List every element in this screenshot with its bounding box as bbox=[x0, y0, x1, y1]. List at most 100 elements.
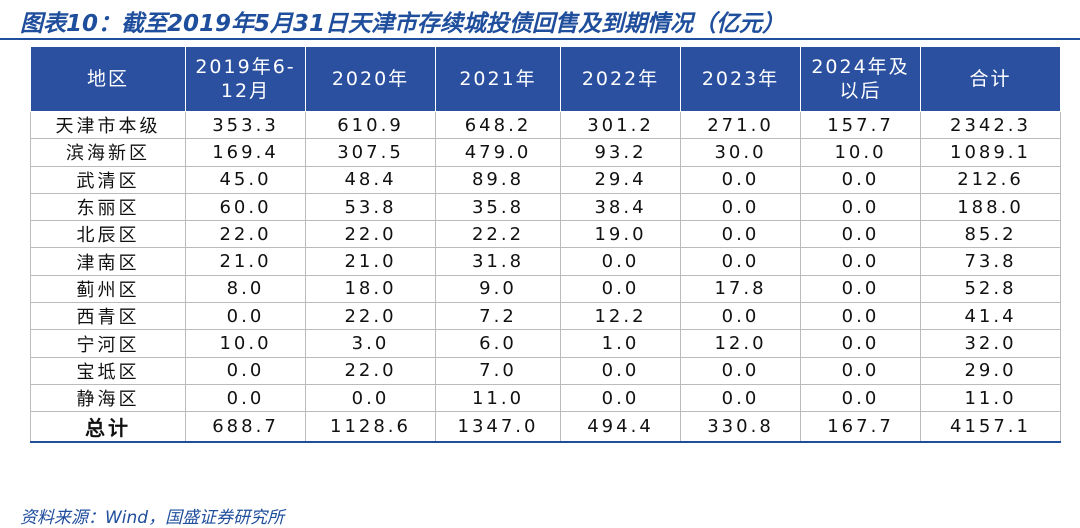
value-cell: 0.0 bbox=[560, 274, 681, 304]
value-cell: 648.2 bbox=[435, 110, 561, 140]
value-cell: 0.0 bbox=[800, 192, 921, 222]
value-cell: 0.0 bbox=[185, 383, 306, 413]
header-cell: 2019年6-12月 bbox=[185, 46, 306, 112]
value-cell: 0.0 bbox=[680, 383, 801, 413]
table-row: 东丽区 60.0 53.8 35.8 38.4 0.0 0.0 188.0 bbox=[30, 192, 1061, 222]
value-cell: 0.0 bbox=[800, 220, 921, 249]
value-cell: 1089.1 bbox=[920, 138, 1061, 167]
value-cell: 0.0 bbox=[800, 356, 921, 385]
value-cell: 0.0 bbox=[560, 247, 681, 276]
value-cell: 0.0 bbox=[680, 356, 801, 385]
table-row: 西青区 0.0 22.0 7.2 12.2 0.0 0.0 41.4 bbox=[30, 302, 1061, 331]
value-cell: 32.0 bbox=[920, 329, 1061, 358]
header-cell: 合计 bbox=[920, 46, 1061, 112]
header-cell: 地区 bbox=[30, 46, 186, 112]
table-body: 天津市本级 353.3 610.9 648.2 301.2 271.0 157.7 2342.… bbox=[30, 110, 1061, 444]
value-cell: 85.2 bbox=[920, 220, 1061, 249]
value-cell: 7.0 bbox=[435, 356, 561, 385]
value-cell: 157.7 bbox=[800, 110, 921, 140]
value-cell: 10.0 bbox=[185, 329, 306, 358]
header-cell: 2021年 bbox=[435, 46, 561, 112]
value-cell: 22.0 bbox=[185, 220, 306, 249]
table-row: 天津市本级 353.3 610.9 648.2 301.2 271.0 157.7 2342.… bbox=[30, 110, 1061, 140]
value-cell: 0.0 bbox=[560, 356, 681, 385]
value-cell: 41.4 bbox=[920, 302, 1061, 331]
title-rule bbox=[0, 38, 1080, 40]
region-cell: 西青区 bbox=[30, 302, 186, 331]
value-cell: 18.0 bbox=[305, 274, 436, 304]
value-cell: 4157.1 bbox=[920, 411, 1061, 444]
value-cell: 494.4 bbox=[560, 411, 681, 444]
value-cell: 3.0 bbox=[305, 329, 436, 358]
value-cell: 167.7 bbox=[800, 411, 921, 444]
value-cell: 0.0 bbox=[800, 165, 921, 194]
value-cell: 22.2 bbox=[435, 220, 561, 249]
value-cell: 53.8 bbox=[305, 192, 436, 222]
value-cell: 0.0 bbox=[305, 383, 436, 413]
table-row: 蓟州区 8.0 18.0 9.0 0.0 17.8 0.0 52.8 bbox=[30, 274, 1061, 304]
region-cell: 总计 bbox=[30, 411, 186, 444]
header-cell: 2023年 bbox=[680, 46, 801, 112]
table-row: 总计 688.7 1128.6 1347.0 494.4 330.8 167.7 4157.1 bbox=[30, 411, 1061, 444]
value-cell: 22.0 bbox=[305, 302, 436, 331]
value-cell: 0.0 bbox=[680, 247, 801, 276]
value-cell: 11.0 bbox=[920, 383, 1061, 413]
value-cell: 301.2 bbox=[560, 110, 681, 140]
value-cell: 11.0 bbox=[435, 383, 561, 413]
region-cell: 宁河区 bbox=[30, 329, 186, 358]
table-row: 武清区 45.0 48.4 89.8 29.4 0.0 0.0 212.6 bbox=[30, 165, 1061, 194]
value-cell: 35.8 bbox=[435, 192, 561, 222]
value-cell: 1347.0 bbox=[435, 411, 561, 444]
value-cell: 22.0 bbox=[305, 356, 436, 385]
value-cell: 29.4 bbox=[560, 165, 681, 194]
value-cell: 1128.6 bbox=[305, 411, 436, 444]
value-cell: 688.7 bbox=[185, 411, 306, 444]
region-cell: 武清区 bbox=[30, 165, 186, 194]
value-cell: 0.0 bbox=[560, 383, 681, 413]
value-cell: 29.0 bbox=[920, 356, 1061, 385]
table-row: 静海区 0.0 0.0 11.0 0.0 0.0 0.0 11.0 bbox=[30, 383, 1061, 413]
value-cell: 1.0 bbox=[560, 329, 681, 358]
region-cell: 蓟州区 bbox=[30, 274, 186, 304]
value-cell: 7.2 bbox=[435, 302, 561, 331]
header-row: 地区 2019年6-12月 2020年 2021年 2022年 2023年 2024年及以后… bbox=[30, 46, 1061, 112]
region-cell: 宝坻区 bbox=[30, 356, 186, 385]
table-row: 北辰区 22.0 22.0 22.2 19.0 0.0 0.0 85.2 bbox=[30, 220, 1061, 249]
value-cell: 2342.3 bbox=[920, 110, 1061, 140]
value-cell: 0.0 bbox=[800, 247, 921, 276]
value-cell: 0.0 bbox=[800, 383, 921, 413]
region-cell: 天津市本级 bbox=[30, 110, 186, 140]
value-cell: 73.8 bbox=[920, 247, 1061, 276]
value-cell: 45.0 bbox=[185, 165, 306, 194]
value-cell: 22.0 bbox=[305, 220, 436, 249]
value-cell: 0.0 bbox=[185, 356, 306, 385]
table-row: 宝坻区 0.0 22.0 7.0 0.0 0.0 0.0 29.0 bbox=[30, 356, 1061, 385]
region-cell: 东丽区 bbox=[30, 192, 186, 222]
value-cell: 52.8 bbox=[920, 274, 1061, 304]
value-cell: 0.0 bbox=[800, 274, 921, 304]
value-cell: 60.0 bbox=[185, 192, 306, 222]
source: 资料来源：Wind，国盛证券研究所 bbox=[20, 508, 285, 528]
value-cell: 38.4 bbox=[560, 192, 681, 222]
value-cell: 271.0 bbox=[680, 110, 801, 140]
header-cell: 2024年及以后 bbox=[800, 46, 921, 112]
value-cell: 330.8 bbox=[680, 411, 801, 444]
value-cell: 0.0 bbox=[185, 302, 306, 331]
value-cell: 30.0 bbox=[680, 138, 801, 167]
value-cell: 9.0 bbox=[435, 274, 561, 304]
value-cell: 0.0 bbox=[680, 192, 801, 222]
value-cell: 188.0 bbox=[920, 192, 1061, 222]
value-cell: 10.0 bbox=[800, 138, 921, 167]
value-cell: 19.0 bbox=[560, 220, 681, 249]
value-cell: 0.0 bbox=[680, 220, 801, 249]
region-cell: 滨海新区 bbox=[30, 138, 186, 167]
region-cell: 津南区 bbox=[30, 247, 186, 276]
region-cell: 静海区 bbox=[30, 383, 186, 413]
value-cell: 6.0 bbox=[435, 329, 561, 358]
value-cell: 307.5 bbox=[305, 138, 436, 167]
table-row: 津南区 21.0 21.0 31.8 0.0 0.0 0.0 73.8 bbox=[30, 247, 1061, 276]
value-cell: 17.8 bbox=[680, 274, 801, 304]
title: 图表10：截至2019年5月31日天津市存续城投债回售及到期情况（亿元） bbox=[20, 11, 786, 37]
value-cell: 0.0 bbox=[680, 302, 801, 331]
